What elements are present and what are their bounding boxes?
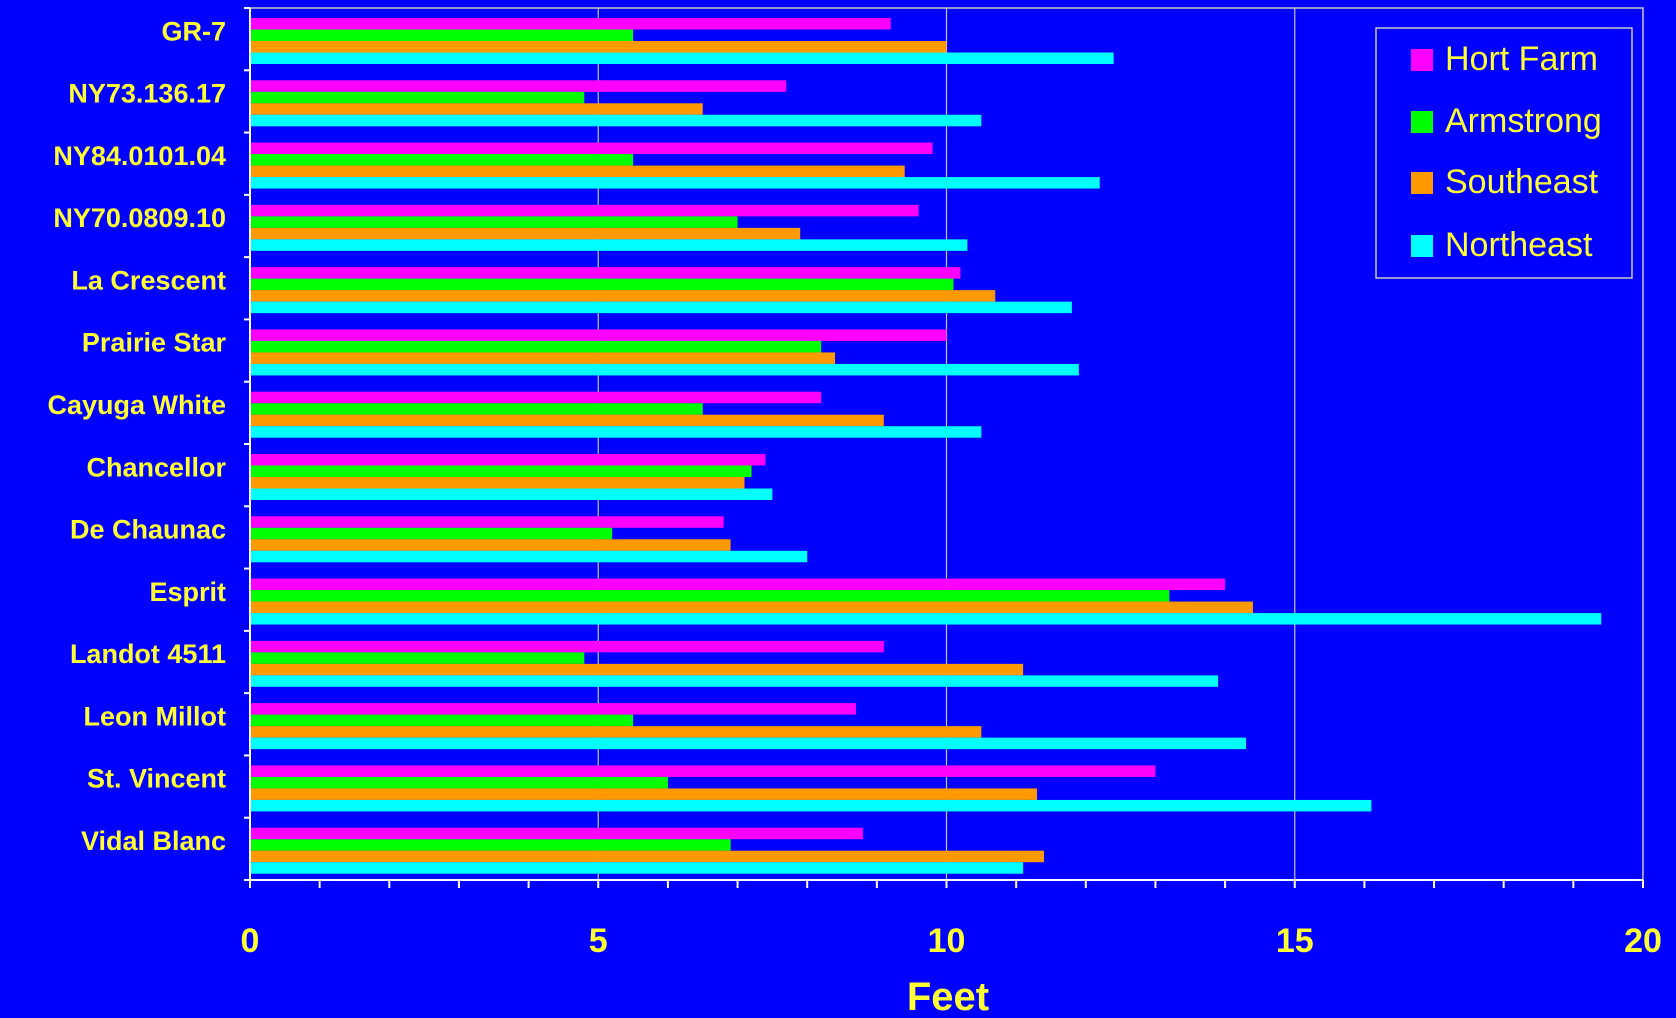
bar-northeast [250,550,808,563]
bar-armstrong [250,652,585,664]
legend-label: Northeast [1445,226,1593,264]
category-label: NY73.136.17 [68,79,226,109]
legend-swatch [1411,235,1433,257]
bar-northeast [250,114,982,127]
category-label: NY70.0809.10 [53,203,226,233]
category-label: Vidal Blanc [81,826,226,856]
bar-southeast [250,788,1038,800]
bar-northeast [250,613,1602,625]
x-tick-labels: 0 5 10 15 20 [241,922,1662,960]
legend-swatch [1411,49,1433,71]
bar-southeast [250,726,982,738]
bar-hort-farm [250,703,856,715]
legend-swatch [1411,111,1433,133]
bar-hort-farm [250,80,787,92]
bar-southeast [250,290,996,302]
category-label: La Crescent [71,265,226,295]
bar-armstrong [250,91,585,104]
category-label: Leon Millot [84,701,226,731]
bar-hort-farm [250,142,933,155]
category-label: Cayuga White [47,390,226,420]
bar-hort-farm [250,640,884,653]
bar-hort-farm [250,578,1226,591]
bar-southeast [250,103,703,115]
category-label: Esprit [149,577,226,607]
bar-hort-farm [250,329,947,341]
category-label: Chancellor [86,452,226,482]
bar-northeast [250,862,1024,874]
bar-hort-farm [250,391,822,404]
category-label: GR-7 [161,16,226,46]
x-axis-title: Feet [907,975,989,1018]
bar-northeast [250,488,773,500]
bar-southeast [250,165,905,178]
bar-armstrong [250,776,668,789]
legend: Hort Farm Armstrong Southeast Northeast [1375,27,1633,279]
bar-hort-farm [250,516,724,528]
category-labels: GR-7 NY73.136.17 NY84.0101.04 NY70.0809.10 L… [47,16,226,856]
bar-southeast [250,663,1024,676]
bar-armstrong [250,590,1170,602]
category-label: De Chaunac [70,515,226,545]
bars [250,18,1602,874]
bar-armstrong [250,278,954,291]
x-tick-label: 20 [1624,922,1662,960]
bar-armstrong [250,527,613,540]
bar-armstrong [250,216,738,228]
bar-southeast [250,477,745,489]
bar-armstrong [250,839,731,851]
bar-armstrong [250,403,703,415]
category-label: Prairie Star [82,328,227,358]
bar-southeast [250,601,1253,614]
bar-southeast [250,850,1045,863]
bar-hort-farm [250,267,961,279]
bar-hort-farm [250,18,891,30]
category-label: NY84.0101.04 [53,141,226,171]
bar-northeast [250,52,1114,64]
bar-hort-farm [250,827,863,840]
category-label: St. Vincent [87,764,226,794]
bar-northeast [250,799,1372,812]
bar-armstrong [250,465,752,477]
x-tick-label: 10 [928,922,966,960]
x-tick-label: 5 [589,922,608,960]
bar-southeast [250,352,836,364]
bar-armstrong [250,340,822,353]
bar-hort-farm [250,204,919,217]
bar-armstrong [250,29,634,41]
bar-northeast [250,675,1219,687]
x-tick-label: 0 [241,922,260,960]
axes [244,7,1644,888]
bar-northeast [250,239,968,251]
legend-label: Southeast [1445,163,1599,201]
legend-swatch [1411,172,1433,194]
bar-northeast [250,737,1246,750]
x-tick-label: 15 [1276,922,1314,960]
bar-hort-farm [250,765,1156,777]
bar-northeast [250,177,1100,189]
bar-southeast [250,227,801,240]
bar-armstrong [250,154,634,166]
bar-southeast [250,414,884,427]
bar-southeast [250,539,731,551]
bar-northeast [250,363,1079,376]
bar-southeast [250,41,947,53]
bar-northeast [250,426,982,438]
legend-label: Hort Farm [1445,40,1598,78]
bar-armstrong [250,714,634,727]
bar-northeast [250,301,1072,314]
legend-label: Armstrong [1445,102,1602,140]
category-label: Landot 4511 [70,639,226,669]
bar-hort-farm [250,454,766,466]
